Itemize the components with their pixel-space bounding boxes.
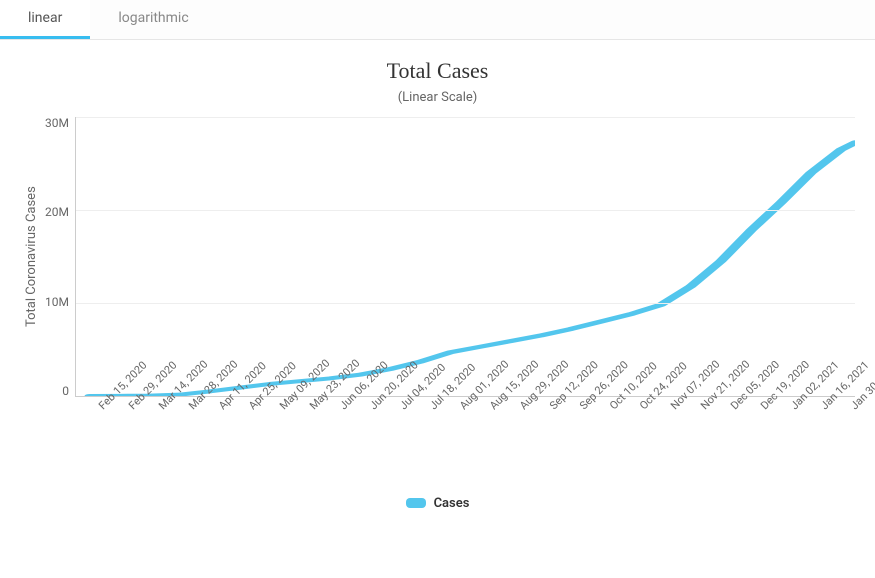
xtick: Jul 18, 2020 (427, 403, 436, 412)
chart-container: linear logarithmic Total Cases (Linear S… (0, 0, 875, 578)
xtick: Aug 15, 2020 (487, 403, 496, 412)
ytick: 10M (45, 296, 69, 308)
xtick: May 09, 2020 (277, 403, 286, 412)
xtick: Feb 15, 2020 (96, 403, 105, 412)
xtick: Aug 29, 2020 (517, 403, 526, 412)
xtick: Sep 26, 2020 (577, 403, 586, 412)
xtick: Sep 12, 2020 (547, 403, 556, 412)
xtick: Jun 06, 2020 (337, 403, 346, 412)
xtick: Feb 29, 2020 (126, 403, 135, 412)
xtick: Apr 25, 2020 (246, 403, 255, 412)
xtick: Mar 14, 2020 (156, 403, 165, 412)
tab-logarithmic[interactable]: logarithmic (90, 0, 216, 39)
grid-line (76, 303, 855, 304)
xtick: Jan 30, 2021 (848, 403, 857, 412)
xtick: Jun 20, 2020 (367, 403, 376, 412)
xtick: Jan 02, 2021 (788, 403, 797, 412)
ytick: 30M (45, 117, 69, 129)
tab-linear[interactable]: linear (0, 0, 90, 39)
plot-row: Total Coronavirus Cases 30M 20M 10M 0 (20, 117, 855, 397)
xtick: Nov 07, 2020 (668, 403, 677, 412)
chart-subtitle: (Linear Scale) (20, 90, 855, 105)
ytick: 0 (45, 385, 69, 397)
series-line (90, 142, 855, 396)
plot-area (75, 117, 855, 397)
grid-line (76, 117, 855, 118)
yaxis-ticks: 30M 20M 10M 0 (43, 117, 75, 397)
xtick: Jan 16, 2021 (818, 403, 827, 412)
xtick: Mar 28, 2020 (186, 403, 195, 412)
scale-tabs: linear logarithmic (0, 0, 875, 40)
yaxis-title: Total Coronavirus Cases (20, 117, 43, 397)
xtick: Jul 04, 2020 (397, 403, 406, 412)
legend: Cases (20, 493, 855, 512)
xtick: Dec 19, 2020 (758, 403, 767, 412)
chart-area: Total Cases (Linear Scale) Total Coronav… (0, 40, 875, 522)
legend-item-cases[interactable]: Cases (406, 496, 470, 511)
grid-line (76, 210, 855, 211)
legend-swatch-icon (406, 498, 426, 508)
chart-title: Total Cases (20, 58, 855, 84)
xtick: May 23, 2020 (307, 403, 316, 412)
xaxis-ticks: Feb 15, 2020 Feb 29, 2020 Mar 14, 2020 Mar … (82, 403, 855, 489)
xtick: Oct 24, 2020 (637, 403, 646, 412)
xtick: Dec 05, 2020 (728, 403, 737, 412)
xtick: Nov 21, 2020 (698, 403, 707, 412)
ytick: 20M (45, 206, 69, 218)
legend-label: Cases (434, 496, 470, 511)
xtick: Oct 10, 2020 (607, 403, 616, 412)
xtick: Apr 11, 2020 (216, 403, 225, 412)
xtick: Aug 01, 2020 (457, 403, 466, 412)
line-series (76, 117, 855, 396)
